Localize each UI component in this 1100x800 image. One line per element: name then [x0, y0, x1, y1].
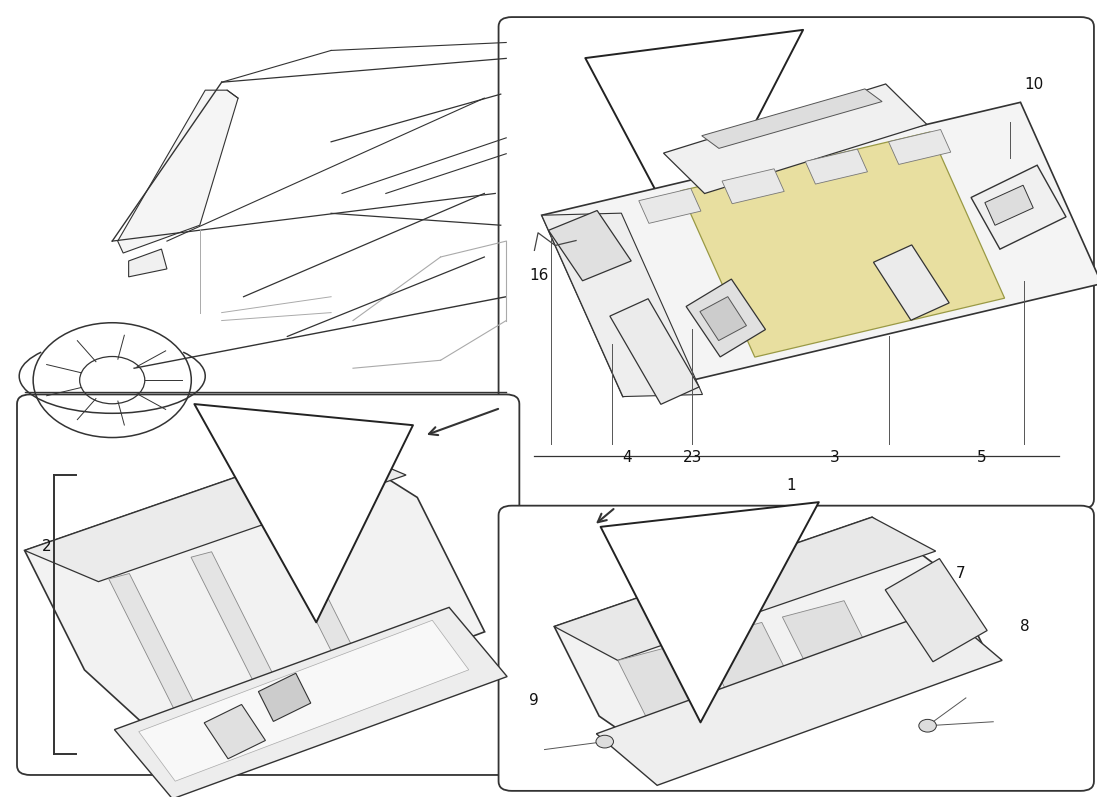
Text: EUROSPARES: EUROSPARES	[865, 21, 1081, 49]
Polygon shape	[258, 674, 311, 722]
Polygon shape	[139, 620, 469, 781]
FancyBboxPatch shape	[498, 506, 1093, 791]
Polygon shape	[205, 705, 265, 758]
Polygon shape	[782, 601, 886, 699]
Polygon shape	[886, 558, 987, 662]
Polygon shape	[191, 552, 286, 706]
Polygon shape	[873, 245, 949, 320]
Polygon shape	[984, 186, 1033, 226]
Polygon shape	[118, 90, 238, 253]
Polygon shape	[554, 517, 988, 765]
Text: 1: 1	[786, 478, 795, 493]
Polygon shape	[549, 210, 631, 281]
Polygon shape	[109, 574, 205, 728]
Polygon shape	[554, 517, 936, 661]
Polygon shape	[700, 297, 747, 341]
Text: 5: 5	[977, 450, 986, 465]
Polygon shape	[129, 249, 167, 277]
Text: 7: 7	[956, 566, 965, 581]
Text: 16: 16	[529, 268, 549, 282]
Polygon shape	[24, 444, 406, 582]
Text: 8: 8	[1020, 619, 1030, 634]
Polygon shape	[686, 279, 766, 357]
Text: 3: 3	[829, 450, 839, 465]
Polygon shape	[702, 89, 882, 148]
Circle shape	[918, 719, 936, 732]
Polygon shape	[596, 609, 1002, 786]
Text: a passion for parts: a passion for parts	[424, 438, 676, 553]
FancyBboxPatch shape	[16, 394, 519, 775]
Polygon shape	[273, 530, 368, 685]
Text: 10: 10	[1024, 77, 1044, 92]
Polygon shape	[114, 607, 507, 799]
Polygon shape	[24, 444, 485, 749]
Circle shape	[596, 735, 614, 748]
Text: 23: 23	[683, 450, 702, 465]
Text: ⚜: ⚜	[945, 333, 1076, 467]
Polygon shape	[639, 189, 701, 223]
Polygon shape	[541, 102, 1100, 397]
FancyBboxPatch shape	[498, 17, 1093, 509]
Polygon shape	[618, 644, 720, 742]
Polygon shape	[971, 166, 1066, 249]
Polygon shape	[609, 298, 700, 404]
Text: 2: 2	[42, 539, 52, 554]
Polygon shape	[681, 132, 1004, 357]
Polygon shape	[805, 149, 868, 184]
Text: 4: 4	[621, 450, 631, 465]
Polygon shape	[541, 213, 703, 397]
Polygon shape	[889, 130, 950, 165]
Polygon shape	[663, 84, 927, 194]
Text: 9: 9	[529, 693, 539, 708]
Polygon shape	[700, 622, 803, 721]
Polygon shape	[722, 169, 784, 204]
